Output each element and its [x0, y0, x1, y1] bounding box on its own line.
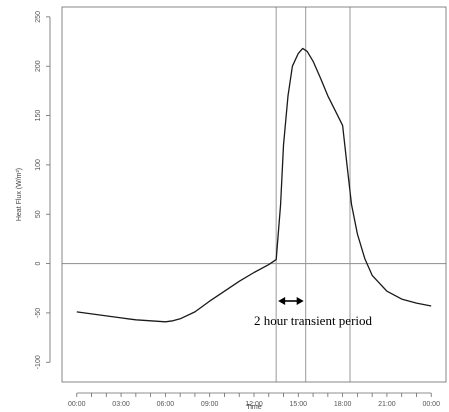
reference-lines: [62, 7, 446, 382]
annotation-text: 2 hour transient period: [254, 313, 373, 328]
y-tick-label: 150: [35, 110, 42, 122]
x-tick-label: 15:00: [290, 401, 308, 408]
x-tick-label: 21:00: [378, 401, 396, 408]
x-tick-label: 00:00: [68, 401, 86, 408]
y-tick-label: 250: [35, 11, 42, 23]
y-tick-label: 200: [35, 60, 42, 72]
x-axis-title: Time: [246, 404, 261, 411]
y-axis-title: Heat Flux (W/m²): [16, 168, 23, 221]
arrow-head-right: [296, 297, 304, 305]
x-tick-label: 03:00: [112, 401, 130, 408]
arrow-head-left: [278, 297, 286, 305]
x-tick-label: 18:00: [334, 401, 352, 408]
x-axis: 00:00 03:00 06:00 09:00 12:00 15:00 18:00 21:00…: [68, 392, 440, 408]
y-axis: -100 -50 0 50 100 150 200 250: [35, 11, 51, 369]
y-tick-label: -50: [35, 308, 42, 318]
y-tick-label: 100: [35, 159, 42, 171]
y-tick-label: -100: [35, 355, 42, 369]
x-tick-label: 12:00: [245, 401, 263, 408]
heat-flux-series-line: [76, 47, 432, 323]
plot-frame: [61, 6, 447, 383]
transient-annotation: 2 hour transient period: [254, 297, 373, 328]
y-tick-label: 50: [35, 210, 42, 218]
y-tick-label: 0: [35, 262, 42, 266]
x-tick-label: 06:00: [157, 401, 175, 408]
x-tick-label: 09:00: [201, 401, 219, 408]
x-tick-label: 00:00: [422, 401, 440, 408]
